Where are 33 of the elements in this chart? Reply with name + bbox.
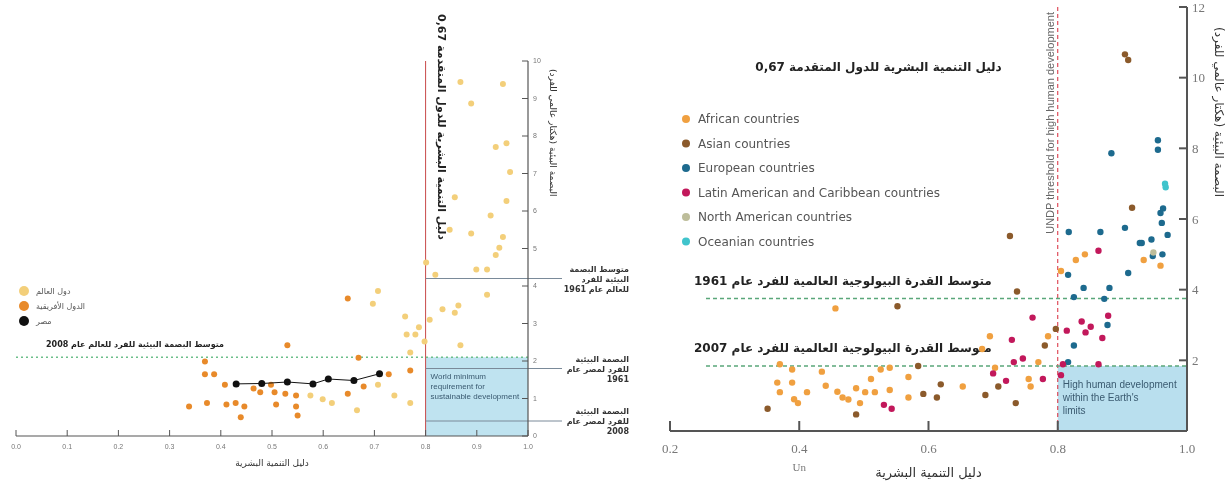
x-tick-label: 0.6 bbox=[920, 441, 938, 456]
legend-label: Asian countries bbox=[698, 136, 791, 151]
legend-label: الدول الأفريقية bbox=[36, 300, 86, 311]
ref-line-label: متوسط البصمة البيئية للفرد للعالم عام 1961 bbox=[563, 264, 630, 294]
ref-line-label: UNDP threshold for high human development bbox=[1043, 12, 1056, 234]
y-tick-label: 6 bbox=[1192, 211, 1199, 227]
x-tick-label: 1.0 bbox=[1178, 441, 1196, 456]
legend-label: African countries bbox=[698, 112, 800, 127]
legend-label: Oceanian countries bbox=[698, 234, 815, 249]
x-axis-title: دليل التنمية البشرية bbox=[875, 465, 982, 481]
y-axis-title: البصمة البيئية (هكتار عالمي للفرد) bbox=[548, 69, 558, 197]
legend-label: مصر bbox=[35, 316, 52, 326]
y-tick-label: 2 bbox=[1192, 352, 1199, 368]
y-axis-title: البصمة البيئية (هكتار عالمي للفرد) bbox=[1211, 27, 1226, 198]
legend-label: North American countries bbox=[698, 210, 853, 225]
x-tick-label: 0.4 bbox=[791, 441, 808, 456]
y-tick-label: 8 bbox=[1192, 140, 1199, 156]
text: Un bbox=[792, 461, 807, 473]
ref-line-label: متوسط البصمة البيئية للفرد للعالم عام 2008 bbox=[46, 340, 224, 350]
x-tick-label: 0.8 bbox=[1049, 441, 1066, 456]
text: 0,67 دليل التنمية البشرية للدول المتقدمة bbox=[755, 60, 1002, 75]
y-tick-label: 12 bbox=[1192, 0, 1205, 15]
legend-label: Latin American and Caribbean countries bbox=[698, 185, 940, 200]
legend-label: دول العالم bbox=[36, 286, 71, 296]
x-tick-label: 0.2 bbox=[661, 441, 679, 456]
legend-label: European countries bbox=[698, 161, 815, 176]
y-tick-label: 4 bbox=[1192, 282, 1199, 298]
text: 0,67 دليل التنمية البشرية للدول المتقدمة bbox=[434, 14, 448, 241]
band-label: High human development within the Earth's limits bbox=[1061, 378, 1177, 416]
y-tick-label: 10 bbox=[1192, 70, 1205, 86]
ref-line-label: متوسط القدرة البيولوجية العالمية للفرد عام 1961 bbox=[694, 273, 992, 289]
x-axis-title: دليل التنمية البشرية bbox=[235, 458, 309, 468]
band-label: World minimum requirement for sustainable development bbox=[430, 372, 520, 402]
